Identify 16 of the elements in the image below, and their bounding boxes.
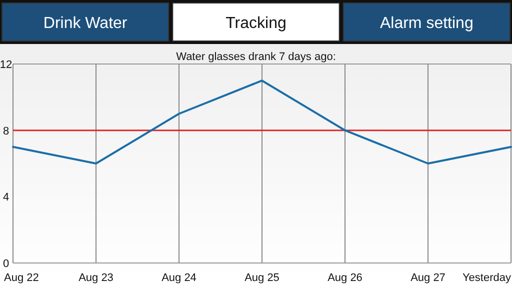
text: Drink Water	[43, 15, 128, 32]
x-tick-label: Aug 22	[4, 272, 39, 284]
line-series	[12, 80, 512, 164]
x-tick-label: Aug 25	[244, 272, 280, 284]
y-tick-label: 4	[2, 192, 10, 204]
x-tick-label: Aug 23	[78, 272, 114, 284]
chart-title: Water glasses drank 7 days ago:	[176, 51, 336, 63]
y-tick-label: 0	[2, 258, 10, 270]
x-tick-label: Yesterday	[462, 272, 512, 284]
y-tick-label: 8	[2, 125, 10, 138]
x-tick-label: Aug 27	[410, 272, 446, 284]
x-tick-label: Aug 24	[162, 272, 196, 284]
text: Tracking	[226, 15, 286, 32]
text: Alarm setting	[380, 15, 474, 32]
y-tick-label: 12	[0, 59, 12, 71]
x-tick-label: Aug 26	[328, 272, 362, 284]
